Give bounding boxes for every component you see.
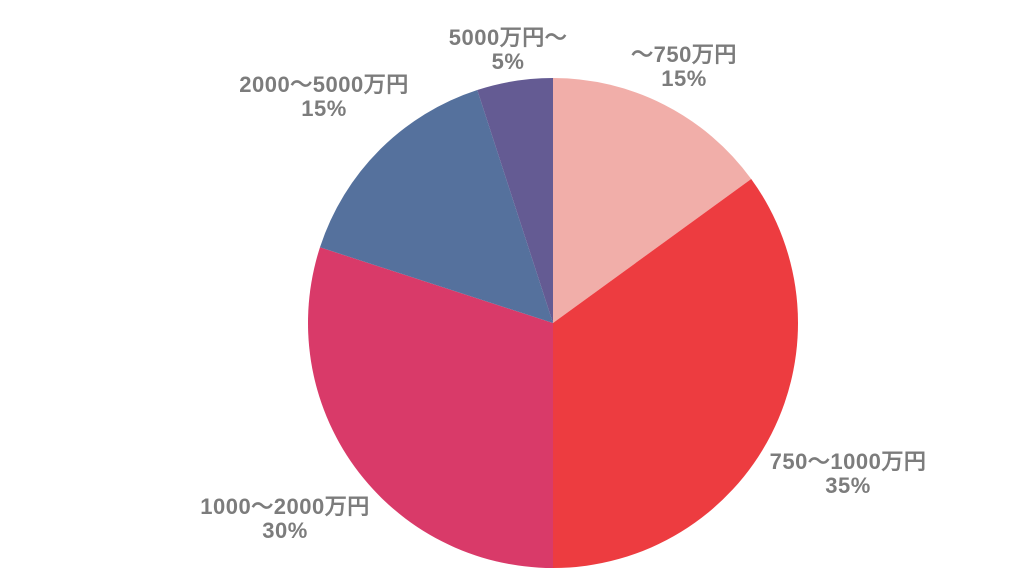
label-category: 5000万円〜 <box>448 25 568 50</box>
pie-slice-3 <box>319 89 553 323</box>
label-percent: 5% <box>491 49 525 74</box>
label-over-5000: 5000万円〜 5% <box>449 26 567 74</box>
label-category: 〜750万円 <box>631 42 737 67</box>
label-percent: 35% <box>825 473 871 498</box>
pie-slice-0 <box>553 78 752 323</box>
label-1000-2000: 1000〜2000万円 30% <box>200 495 369 543</box>
label-category: 2000〜5000万円 <box>239 72 409 97</box>
label-2000-5000: 2000〜5000万円 15% <box>239 73 408 121</box>
label-percent: 15% <box>301 96 347 121</box>
label-under-750: 〜750万円 15% <box>631 43 737 91</box>
label-750-1000: 750〜1000万円 35% <box>770 450 927 498</box>
label-category: 1000〜2000万円 <box>200 494 370 519</box>
label-category: 750〜1000万円 <box>769 449 927 474</box>
pie-slice-2 <box>308 247 553 568</box>
pie-slice-4 <box>477 78 553 323</box>
pie-slice-1 <box>553 178 798 568</box>
label-percent: 30% <box>262 518 308 543</box>
label-percent: 15% <box>661 66 707 91</box>
